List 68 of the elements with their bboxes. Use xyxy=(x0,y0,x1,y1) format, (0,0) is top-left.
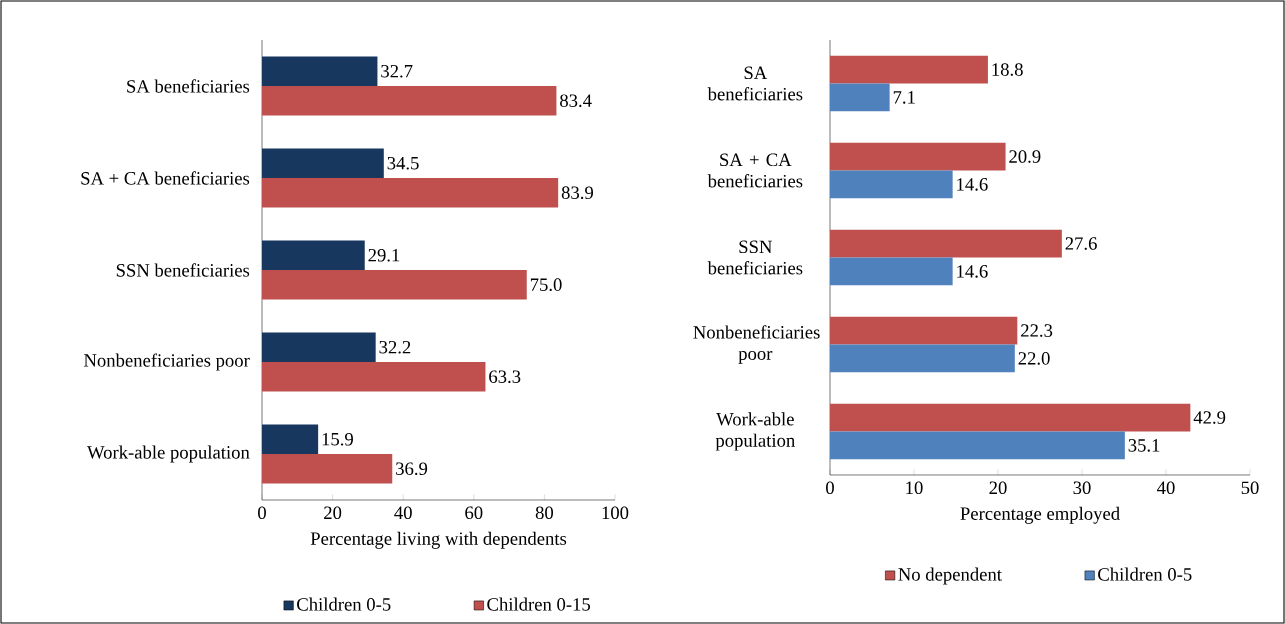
bar xyxy=(262,332,376,362)
data-label: 14.6 xyxy=(957,178,988,191)
data-label: 75.0 xyxy=(530,278,562,292)
bar xyxy=(830,55,988,84)
x-tick-label: 20 xyxy=(324,506,342,520)
x-tick-label: 0 xyxy=(826,481,834,495)
y-tick-label: SA + CA beneficiaries xyxy=(81,171,250,185)
bar xyxy=(830,83,890,112)
x-tick-label: 60 xyxy=(465,506,483,520)
data-label: 22.3 xyxy=(1021,324,1053,337)
bar xyxy=(830,403,1191,432)
x-tick-label: 40 xyxy=(394,506,412,520)
data-label: 22.0 xyxy=(1018,352,1050,365)
y-tick-label: SA + CA beneficiaries xyxy=(707,153,803,188)
bar xyxy=(262,362,486,392)
data-label: 27.6 xyxy=(1065,237,1097,250)
y-tick-label: SA beneficiaries xyxy=(707,66,803,101)
x-tick-label: 10 xyxy=(906,481,923,495)
bar xyxy=(830,229,1062,258)
bar xyxy=(830,170,953,199)
bar xyxy=(262,424,319,454)
y-tick-label: Nonbeneficiaries poor xyxy=(693,325,820,364)
legend-label: Children 0-5 xyxy=(1098,567,1192,581)
data-label: 34.5 xyxy=(387,156,419,170)
data-label: 32.7 xyxy=(381,64,413,78)
x-axis-title: Percentage employed xyxy=(960,506,1120,524)
y-tick-label: SSN beneficiaries xyxy=(707,240,803,275)
x-axis-title: Percentage living with dependents xyxy=(310,531,567,549)
bar xyxy=(262,453,393,484)
x-tick-label: 50 xyxy=(1241,481,1259,495)
data-label: 35.1 xyxy=(1128,439,1160,452)
legend-label: No dependent xyxy=(898,567,1002,585)
data-label: 20.9 xyxy=(1009,150,1041,163)
bar xyxy=(830,142,1006,171)
y-tick-label: Nonbeneficiaries poor xyxy=(84,353,250,371)
bar xyxy=(262,56,378,86)
data-label: 42.9 xyxy=(1193,411,1226,424)
bar xyxy=(262,86,557,116)
data-label: 18.8 xyxy=(992,63,1023,76)
data-label: 29.1 xyxy=(368,248,400,262)
bar xyxy=(262,240,365,270)
y-tick-label: SA beneficiaries xyxy=(127,79,250,93)
y-tick-label: Work-able population xyxy=(87,445,250,463)
data-label: 15.9 xyxy=(322,432,353,446)
x-tick-label: 0 xyxy=(258,506,266,520)
x-tick-label: 40 xyxy=(1157,481,1175,495)
bar xyxy=(262,148,384,178)
data-label: 7.1 xyxy=(893,91,915,104)
x-tick-label: 80 xyxy=(535,506,554,520)
x-tick-label: 20 xyxy=(989,481,1007,495)
bar xyxy=(830,257,953,286)
data-label: 32.2 xyxy=(379,340,411,354)
x-tick-label: 30 xyxy=(1073,481,1091,495)
data-label: 83.4 xyxy=(560,94,592,108)
bar xyxy=(830,431,1125,460)
data-label: 36.9 xyxy=(396,462,428,476)
data-label: 63.3 xyxy=(489,370,521,384)
y-tick-label: Work-able population xyxy=(715,412,795,451)
legend-label: Children 0-5 xyxy=(297,597,391,611)
bar xyxy=(830,316,1018,345)
y-tick-label: SSN beneficiaries xyxy=(116,263,250,277)
data-label: 14.6 xyxy=(957,265,988,278)
bar xyxy=(830,344,1015,373)
data-label: 83.9 xyxy=(561,186,594,200)
bar xyxy=(262,270,527,300)
bar xyxy=(262,178,559,208)
x-tick-label: 100 xyxy=(602,506,629,520)
legend-label: Children 0-15 xyxy=(487,597,591,611)
